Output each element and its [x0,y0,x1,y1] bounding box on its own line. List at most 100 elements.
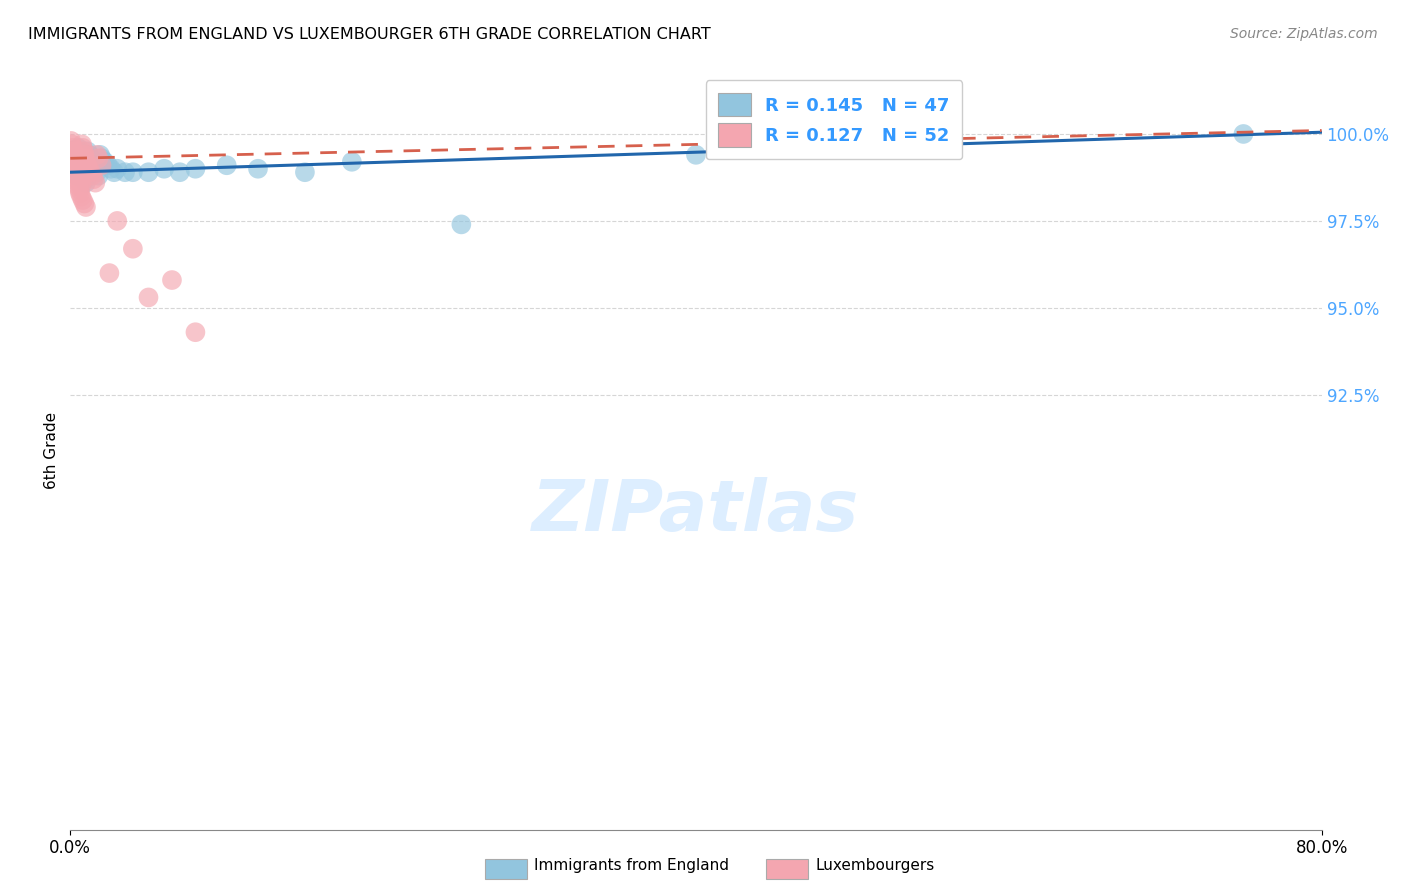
Point [121,165,145,179]
Point [105,214,128,228]
Text: IMMIGRANTS FROM ENGLAND VS LUXEMBOURGER 6TH GRADE CORRELATION CHART: IMMIGRANTS FROM ENGLAND VS LUXEMBOURGER … [28,27,711,42]
Point [63,154,86,169]
Point [65,169,87,183]
Point [73,148,96,162]
Point [75,154,97,169]
Point [97,158,120,172]
Point [63,158,86,172]
Text: ZIPatlas: ZIPatlas [533,476,859,546]
Point [93,154,115,169]
Point [86,148,108,162]
Point [73,196,96,211]
Point [69,172,91,186]
Text: Immigrants from England: Immigrants from England [534,858,730,872]
Point [62,148,84,162]
Y-axis label: 6th Grade: 6th Grade [44,412,59,489]
Point [103,165,125,179]
Point [82,154,104,169]
Point [450,218,472,232]
Point [70,158,93,172]
Point [75,200,97,214]
Point [138,165,160,179]
Point [60,145,83,159]
Point [60,137,83,152]
Point [65,158,87,172]
Point [60,148,83,162]
Text: Luxembourgers: Luxembourgers [815,858,935,872]
Point [69,151,91,165]
Point [340,154,363,169]
Point [89,148,111,162]
Point [73,169,96,183]
Point [66,172,89,186]
Point [63,148,86,162]
Point [105,161,128,176]
Point [62,158,84,172]
Point [77,161,100,176]
Point [63,161,86,176]
Point [121,242,145,256]
Point [86,165,108,179]
Point [77,148,100,162]
Point [69,148,91,162]
Point [62,154,84,169]
Point [685,148,707,162]
Point [67,145,90,159]
Point [84,176,107,190]
Point [60,145,83,159]
Point [87,169,110,183]
Point [69,186,91,200]
Point [75,151,97,165]
Point [79,165,101,179]
Point [82,169,104,183]
Point [65,165,87,179]
Point [87,151,110,165]
Point [72,193,94,207]
Point [62,145,84,159]
Point [114,165,136,179]
Point [84,161,107,176]
Point [247,161,270,176]
Point [100,161,122,176]
Point [65,161,87,176]
Point [69,176,91,190]
Point [72,165,94,179]
Point [79,151,101,165]
Point [62,151,84,165]
Legend: R = 0.145   N = 47, R = 0.127   N = 52: R = 0.145 N = 47, R = 0.127 N = 52 [706,80,962,160]
Point [75,172,97,186]
Point [98,266,121,280]
Point [169,165,191,179]
Point [215,158,238,172]
Point [76,158,98,172]
Point [153,161,176,176]
Point [70,189,93,203]
Point [70,137,93,152]
Point [72,141,94,155]
Point [184,325,207,339]
Point [66,161,89,176]
Point [83,158,105,172]
Point [184,161,207,176]
Point [90,158,112,172]
Point [60,151,83,165]
Point [83,172,105,186]
Point [67,141,90,155]
Point [66,169,89,183]
Point [65,165,87,179]
Point [70,179,93,194]
Point [60,134,83,148]
Point [1232,127,1254,141]
Point [160,273,183,287]
Point [66,176,89,190]
Point [70,154,93,169]
Point [67,169,90,183]
Point [67,179,90,194]
Point [138,290,160,304]
Point [67,165,90,179]
Point [62,141,84,155]
Point [65,154,87,169]
Point [90,151,112,165]
Point [294,165,316,179]
Text: Source: ZipAtlas.com: Source: ZipAtlas.com [1230,27,1378,41]
